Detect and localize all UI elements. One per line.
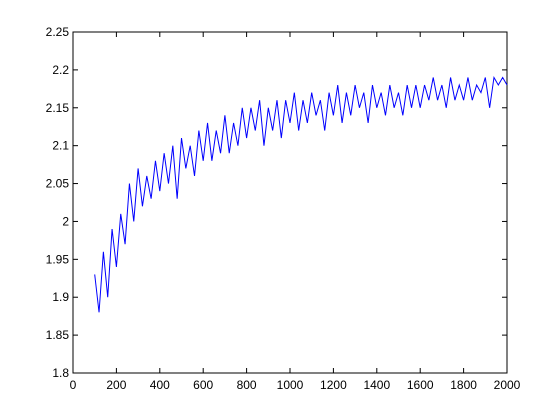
data-line	[94, 75, 508, 313]
y-tick-label: 2	[62, 214, 69, 228]
y-tick-label: 1.8	[52, 366, 69, 380]
x-tick-label: 600	[193, 378, 213, 392]
x-tick-label: 1800	[450, 378, 477, 392]
y-tick-label: 1.9	[52, 290, 69, 304]
x-tick-label: 800	[237, 378, 257, 392]
y-tick-label: 2.1	[52, 139, 69, 153]
axes-box	[72, 31, 508, 374]
y-tick-label: 1.85	[46, 328, 70, 342]
x-tick-label: 1400	[363, 378, 390, 392]
x-tick-label: 1200	[320, 378, 347, 392]
x-tick-label: 0	[70, 378, 77, 392]
x-tick-label: 200	[106, 378, 126, 392]
y-tick-label: 2.15	[46, 101, 70, 115]
y-tick-label: 2.25	[46, 25, 70, 39]
y-tick-label: 2.2	[52, 63, 69, 77]
x-tick-label: 1600	[407, 378, 434, 392]
x-tick-label: 2000	[494, 378, 521, 392]
y-tick-label: 1.95	[46, 252, 70, 266]
x-tick-label: 400	[150, 378, 170, 392]
y-tick-label: 2.05	[46, 177, 70, 191]
x-tick-label: 1000	[277, 378, 304, 392]
